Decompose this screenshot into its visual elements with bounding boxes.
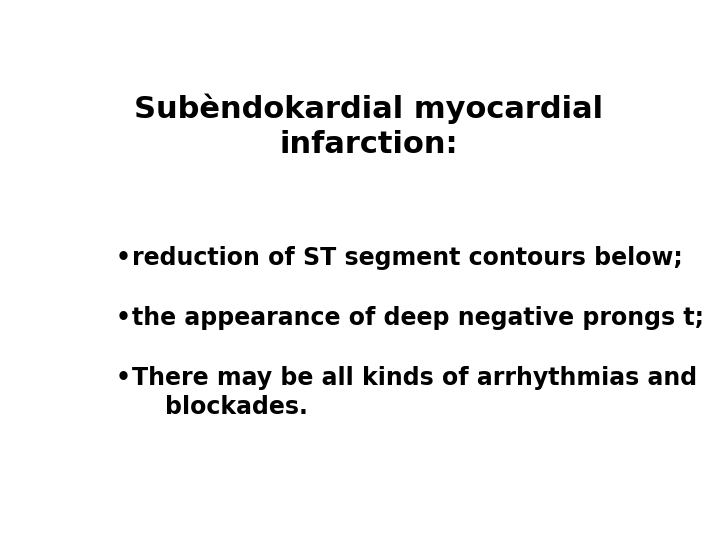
- Text: •: •: [116, 306, 131, 330]
- Text: There may be all kinds of arrhythmias and
    blockades.: There may be all kinds of arrhythmias an…: [132, 366, 697, 419]
- Text: •: •: [116, 366, 131, 390]
- Text: the appearance of deep negative prongs t;: the appearance of deep negative prongs t…: [132, 306, 704, 330]
- Text: reduction of ST segment contours below;: reduction of ST segment contours below;: [132, 246, 683, 269]
- Text: •: •: [116, 246, 131, 269]
- Text: Subèndokardial myocardial
infarction:: Subèndokardial myocardial infarction:: [135, 94, 603, 159]
